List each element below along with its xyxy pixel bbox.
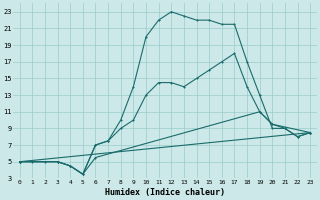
X-axis label: Humidex (Indice chaleur): Humidex (Indice chaleur) <box>105 188 225 197</box>
